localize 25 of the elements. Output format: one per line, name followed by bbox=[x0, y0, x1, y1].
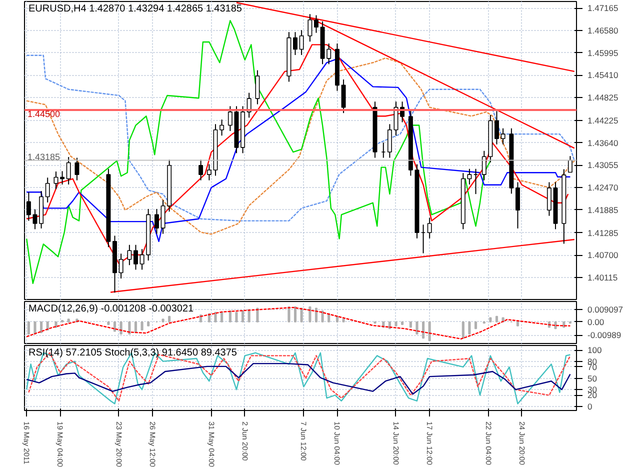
y-tick-label: 1.42470 bbox=[588, 182, 618, 193]
y-tick-label: 80 bbox=[588, 356, 598, 366]
y-tick-label: 1.44825 bbox=[588, 92, 618, 103]
chart-title: RSI(14) 57.2105 Stoch(5,3,3) 91.6450 89.4375 bbox=[28, 348, 238, 358]
y-tick-label: 1.45410 bbox=[588, 70, 618, 80]
y-tick-label: 1.40700 bbox=[588, 250, 618, 260]
y-tick-label: 1.46580 bbox=[588, 26, 618, 36]
y-tick-label: 0.009097 bbox=[588, 304, 624, 314]
y-tick-label: -0.00989 bbox=[588, 330, 622, 340]
y-tick-label: 1.41285 bbox=[588, 228, 618, 238]
y-tick-label: 1.44225 bbox=[588, 116, 618, 126]
chart-title: MACD(12,26,9) -0.001208 -0.003021 bbox=[28, 304, 194, 314]
y-tick-label: 1.43640 bbox=[588, 138, 618, 148]
y-tick-label: 1.47165 bbox=[588, 3, 618, 14]
chart-title: EURUSD,H4 1.42870 1.43294 1.42865 1.43185 bbox=[28, 4, 242, 14]
y-tick-label: 50 bbox=[588, 373, 598, 384]
y-tick-label: 1.43055 bbox=[588, 160, 618, 170]
y-tick-label: 100 bbox=[588, 345, 602, 356]
y-tick-label: 1.41885 bbox=[588, 204, 618, 215]
y-tick-label: 0 bbox=[588, 402, 592, 412]
ref-line-label: 1.44500 bbox=[28, 109, 60, 120]
y-tick-label: 1.45995 bbox=[588, 48, 618, 58]
y-tick-label: 1.40115 bbox=[588, 272, 618, 283]
y-tick-label: 0.00 bbox=[588, 316, 604, 327]
ref-line-label: 1.43185 bbox=[28, 152, 60, 162]
